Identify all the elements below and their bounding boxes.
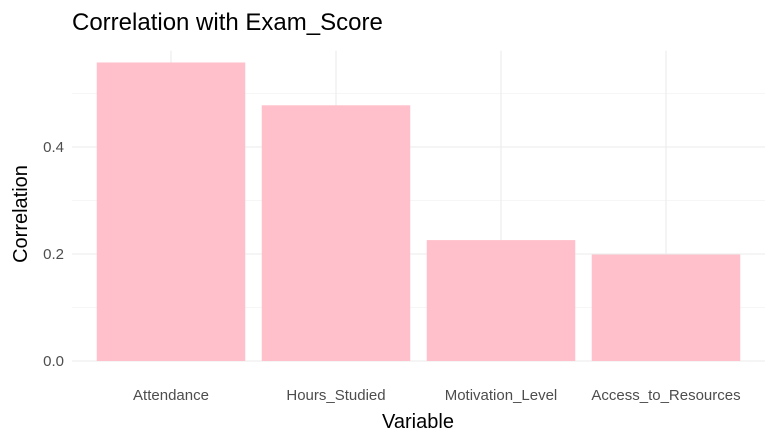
bar-access-to-resources — [591, 254, 741, 361]
y-axis-ticks: 0.0 0.2 0.4 — [43, 139, 64, 370]
x-axis-ticks: Attendance Hours_Studied Motivation_Level A… — [133, 387, 741, 404]
y-tick-label: 0.4 — [43, 139, 64, 156]
x-axis-title: Variable — [382, 411, 454, 433]
x-tick-label: Attendance — [133, 387, 209, 404]
x-tick-label: Hours_Studied — [286, 387, 385, 404]
x-tick-label: Motivation_Level — [445, 387, 558, 404]
y-tick-label: 0.2 — [43, 246, 64, 263]
bar-motivation-level — [426, 240, 576, 361]
bar-hours-studied — [261, 105, 411, 362]
bars — [96, 62, 741, 362]
y-tick-label: 0.0 — [43, 353, 64, 370]
bar-attendance — [96, 62, 246, 361]
chart-title: Correlation with Exam_Score — [72, 9, 383, 36]
y-axis-title: Correlation — [10, 165, 32, 263]
x-tick-label: Access_to_Resources — [591, 387, 740, 404]
